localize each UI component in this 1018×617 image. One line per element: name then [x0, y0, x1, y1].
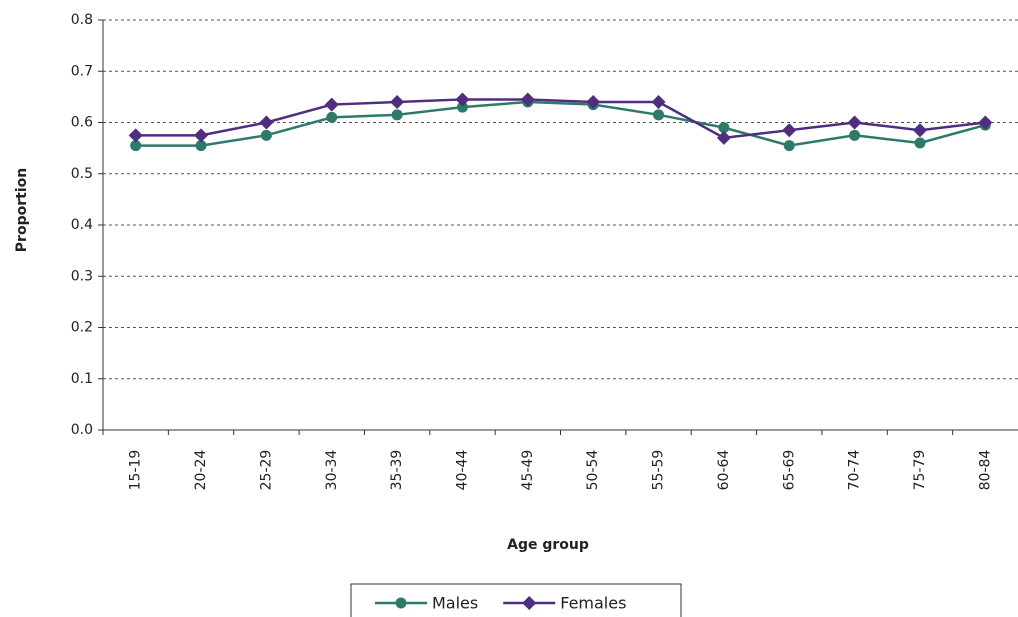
legend-box — [350, 583, 682, 617]
point — [978, 115, 993, 130]
x-tick-label: 65-69 — [781, 450, 797, 491]
point — [718, 122, 730, 134]
series-line — [135, 100, 986, 147]
x-tick-label: 40-44 — [454, 450, 470, 491]
y-tick-label: 0.2 — [71, 320, 93, 336]
point — [847, 115, 862, 130]
legend-label: Females — [560, 594, 626, 613]
point — [260, 129, 272, 141]
point — [455, 92, 470, 107]
point — [259, 115, 274, 130]
point — [195, 140, 207, 152]
point — [194, 128, 209, 143]
x-tick-label: 75-79 — [912, 450, 928, 491]
point — [782, 123, 797, 138]
point — [914, 137, 926, 149]
point — [130, 140, 142, 152]
legend-marker — [395, 597, 407, 609]
x-tick-label: 55-59 — [651, 450, 667, 491]
legend-marker — [522, 596, 537, 610]
x-tick-label: 70-74 — [847, 450, 863, 491]
point — [324, 97, 339, 112]
point — [520, 92, 535, 107]
x-tick-label: 20-24 — [193, 450, 209, 491]
x-tick-label: 15-19 — [128, 450, 144, 491]
legend-label: Males — [432, 594, 478, 613]
y-tick-label: 0.4 — [71, 217, 93, 233]
legend-symbol — [395, 597, 407, 609]
x-tick-label: 30-34 — [324, 450, 340, 491]
y-tick-label: 0.3 — [71, 268, 93, 284]
x-axis-title: Age group — [507, 537, 589, 553]
y-tick-label: 0.0 — [71, 422, 93, 438]
point — [586, 95, 601, 109]
series-line — [135, 98, 986, 140]
point — [716, 130, 731, 145]
point — [326, 111, 338, 123]
x-tick-label: 50-54 — [585, 450, 601, 491]
point — [783, 140, 795, 152]
point — [128, 128, 143, 143]
point — [456, 101, 468, 113]
point — [651, 95, 666, 109]
y-tick-label: 0.8 — [71, 12, 93, 28]
y-tick-label: 0.5 — [71, 166, 93, 182]
y-tick-label: 0.6 — [71, 115, 93, 131]
point — [653, 109, 665, 121]
legend-symbol — [522, 596, 537, 610]
y-tick-label: 0.7 — [71, 63, 93, 79]
x-tick-label: 35-39 — [389, 450, 405, 491]
point — [391, 109, 403, 121]
point — [912, 123, 927, 138]
x-tick-label: 60-64 — [716, 450, 732, 491]
x-tick-label: 80-84 — [977, 450, 993, 491]
x-tick-label: 45-49 — [520, 450, 536, 491]
point — [390, 95, 405, 109]
y-tick-label: 0.1 — [71, 371, 93, 387]
y-axis-title: Proportion — [14, 168, 30, 252]
point — [849, 129, 861, 141]
x-tick-label: 25-29 — [258, 450, 274, 491]
